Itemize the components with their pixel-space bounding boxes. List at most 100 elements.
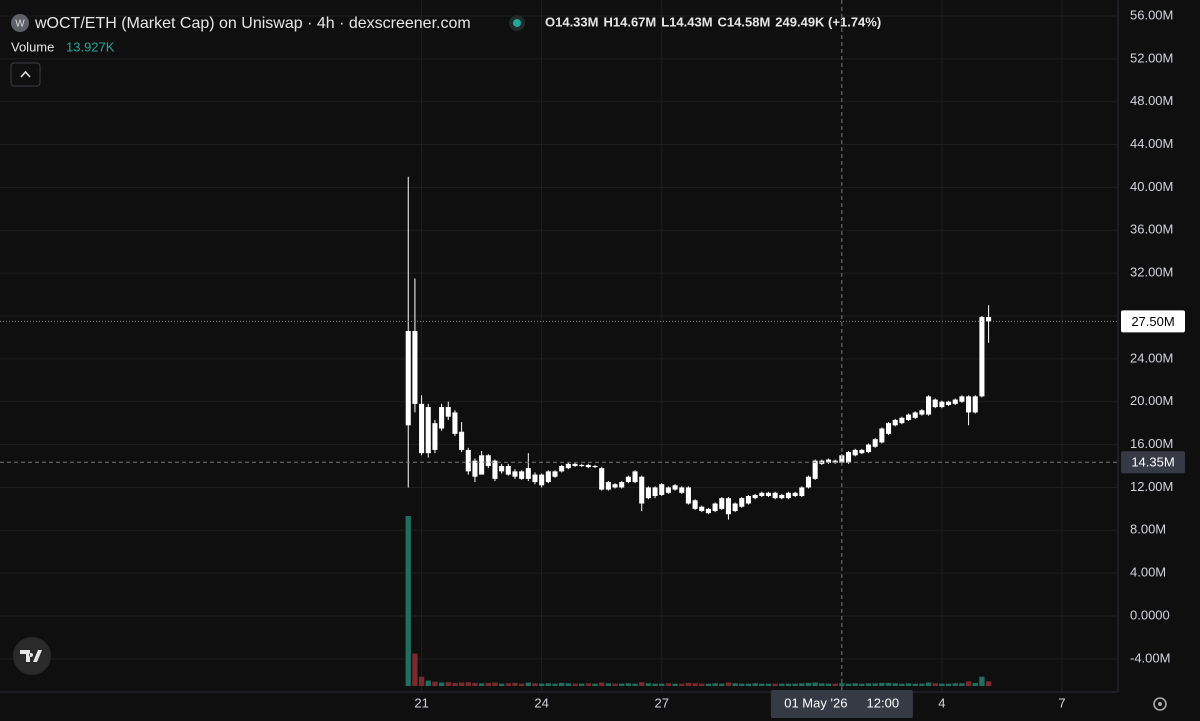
tv-logo: [20, 650, 42, 662]
candle-body: [699, 506, 705, 512]
chart-title: wOCT/ETH (Market Cap) on Uniswap · 4h · …: [34, 15, 471, 32]
volume-bar: [885, 682, 892, 686]
candle-body: [672, 485, 678, 490]
x-tick-label: 7: [1058, 695, 1065, 710]
candle-body: [785, 492, 792, 499]
volume-bar: [812, 682, 818, 686]
volume-bar: [685, 682, 692, 686]
candle-body: [545, 471, 551, 483]
volume-bar: [745, 683, 752, 686]
volume-bar: [592, 683, 598, 686]
candle-body: [559, 466, 565, 472]
candle-body: [412, 330, 418, 404]
volume-bar: [945, 683, 952, 686]
candle-body: [705, 508, 711, 514]
collapse-button[interactable]: [10, 62, 41, 87]
candle-body: [499, 466, 505, 472]
volume-bar: [512, 682, 518, 686]
token-logo-letter: W: [15, 19, 25, 30]
candle-body: [892, 419, 898, 426]
candle-body: [879, 428, 885, 443]
candle-body: [452, 412, 458, 434]
volume-bar: [892, 683, 898, 686]
axes: 56.00M52.00M48.00M44.00M40.00M36.00M32.0…: [414, 7, 1185, 718]
ohlc-legend: O14.33M H14.67M L14.43M C14.58M 249.49K (+1.…: [545, 14, 881, 29]
volume-bar: [585, 683, 592, 686]
candle-body: [986, 317, 992, 322]
candle-body: [966, 396, 972, 413]
ohlc-value: 249.49K (+1.74%): [775, 14, 881, 29]
candle-body: [792, 492, 798, 497]
candle-body: [692, 500, 698, 509]
crosshair-x-time: 12:00: [867, 695, 900, 710]
y-tick-label: 32.00M: [1130, 265, 1173, 280]
volume-bar: [852, 683, 858, 686]
candle-body: [492, 460, 498, 479]
y-tick-label: 16.00M: [1130, 436, 1173, 451]
volume-bar: [605, 683, 612, 686]
volume-bar: [865, 683, 872, 686]
volume-bar: [872, 683, 878, 686]
candle-body: [572, 463, 578, 467]
y-tick-label: 56.00M: [1130, 7, 1173, 22]
candle-body: [599, 468, 605, 490]
volume-bar: [825, 683, 832, 686]
candle-body: [505, 466, 511, 475]
settings-icon[interactable]: [1153, 697, 1167, 711]
candle-body: [906, 414, 912, 420]
crosshair-x-date: 01 May '26: [784, 695, 847, 710]
candle-body: [852, 449, 858, 456]
candle-body: [512, 471, 518, 477]
candle-body: [859, 449, 865, 454]
volume-bar: [859, 683, 865, 686]
volume-bar: [659, 683, 665, 686]
candle-body: [592, 466, 598, 468]
candle-body: [805, 476, 812, 488]
candle-body: [625, 476, 631, 483]
candle-body: [525, 468, 531, 479]
volume-bar: [925, 682, 932, 686]
grid: [0, 0, 1118, 692]
candle-body: [472, 460, 478, 477]
volume-bar: [565, 683, 572, 686]
candle-body: [465, 449, 471, 472]
y-tick-label: 12.00M: [1130, 479, 1173, 494]
volume-bar: [645, 683, 652, 686]
ohlc-value: C14.58M: [718, 14, 771, 29]
candle-body: [552, 471, 558, 477]
y-tick-label: 0.0000: [1130, 607, 1170, 622]
candle-body: [605, 482, 611, 490]
volume-bar: [905, 683, 912, 686]
volume-bar: [979, 676, 985, 686]
volume-bar: [772, 683, 778, 686]
candle-body: [685, 487, 691, 504]
volume-bar: [579, 683, 585, 686]
candle-body: [959, 396, 965, 402]
candle-body: [432, 423, 438, 450]
candle-body: [725, 498, 731, 515]
volume-bar: [465, 682, 471, 686]
candle-body: [885, 423, 892, 434]
candle-body: [619, 482, 625, 488]
volume-bar: [805, 682, 812, 686]
candle-body: [832, 460, 838, 463]
candle-body: [899, 417, 905, 424]
candle-body: [972, 396, 978, 413]
candle-body: [519, 471, 525, 479]
candle-body: [845, 452, 852, 463]
candle-body: [645, 487, 651, 499]
volume-bar: [799, 683, 805, 686]
volume-bar: [792, 683, 798, 686]
volume-bar: [692, 683, 698, 686]
candle-body: [639, 476, 645, 504]
volume-bar: [712, 683, 718, 686]
last-price-label: 27.50M: [1131, 314, 1174, 329]
volume-bar: [485, 682, 491, 686]
volume-bar: [765, 683, 772, 686]
y-tick-label: 20.00M: [1130, 393, 1173, 408]
volume-bar: [412, 653, 418, 686]
candle-body: [712, 503, 718, 512]
volume-bar: [445, 682, 451, 686]
